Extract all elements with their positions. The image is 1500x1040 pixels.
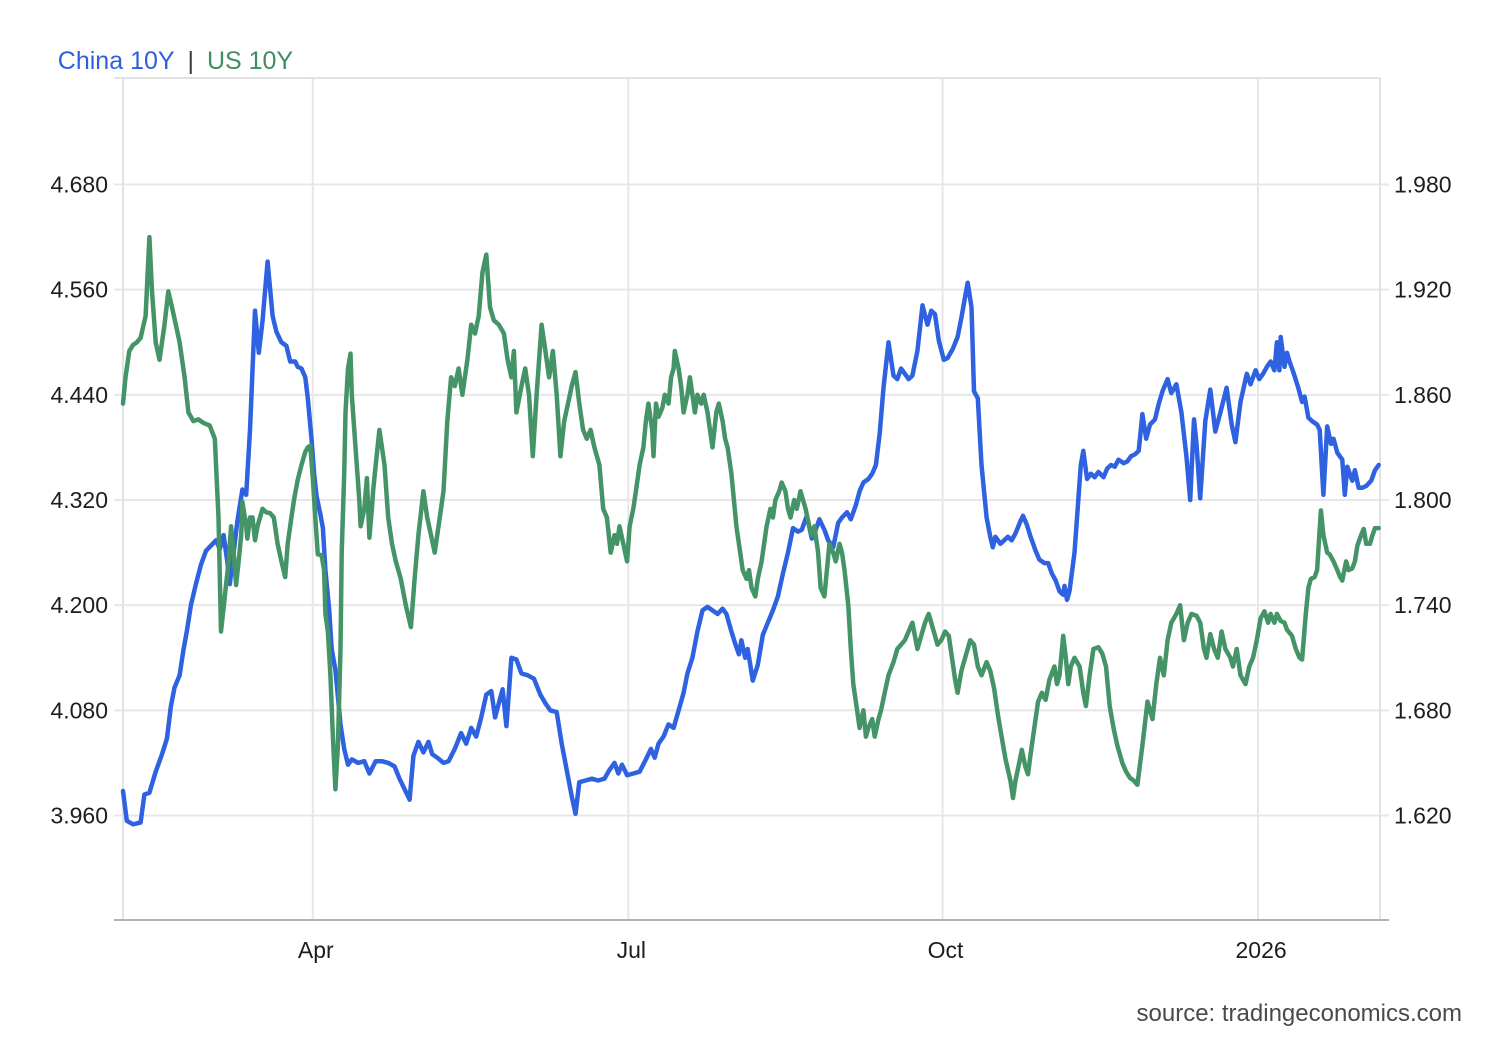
right-axis-tick-label: 1.680 — [1394, 697, 1452, 723]
legend-item-china-10y[interactable]: China 10Y — [57, 47, 175, 75]
china-10y-line — [120, 259, 1381, 827]
x-axis-tick-label: Apr — [298, 937, 334, 963]
left-axis-tick-label: 4.200 — [50, 592, 108, 618]
legend-separator: | — [180, 47, 201, 75]
left-axis-tick-label: 4.320 — [50, 487, 108, 513]
right-axis-tick-label: 1.740 — [1394, 592, 1452, 618]
left-axis-tick-label: 4.440 — [50, 382, 108, 408]
left-axis-tick-label: 4.680 — [50, 172, 108, 198]
right-axis-tick-label: 1.800 — [1394, 487, 1452, 513]
x-axis-tick-label: Oct — [928, 937, 964, 963]
x-axis-tick-label: 2026 — [1235, 937, 1286, 963]
right-axis-tick-label: 1.860 — [1394, 382, 1452, 408]
x-axis-tick-label: Jul — [617, 937, 646, 963]
legend-item-us-10y[interactable]: US 10Y — [206, 47, 294, 75]
left-axis-tick-label: 3.960 — [50, 803, 108, 829]
chart-legend: China 10Y | US 10Y — [30, 18, 293, 105]
us-10y-line — [120, 234, 1381, 801]
left-axis-tick-label: 4.080 — [50, 697, 108, 723]
left-axis-tick-label: 4.560 — [50, 277, 108, 303]
right-axis-tick-label: 1.980 — [1394, 172, 1452, 198]
right-axis-tick-label: 1.920 — [1394, 277, 1452, 303]
right-axis-tick-label: 1.620 — [1394, 803, 1452, 829]
source-attribution[interactable]: source: tradingeconomics.com — [1136, 1000, 1462, 1027]
